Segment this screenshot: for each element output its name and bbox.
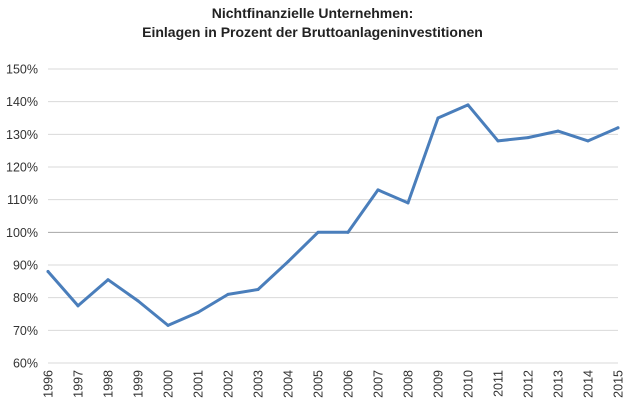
- y-tick-label: 100%: [6, 226, 38, 240]
- chart-title-line-2: Einlagen in Prozent der Bruttoanlageninv…: [142, 24, 483, 40]
- data-point: [316, 230, 320, 234]
- data-point: [136, 299, 140, 303]
- data-point: [226, 292, 230, 296]
- y-tick-label: 150%: [6, 63, 38, 77]
- data-point: [616, 126, 620, 130]
- data-point: [346, 230, 350, 234]
- chart-title-line-1: Nichtfinanzielle Unternehmen:: [211, 5, 414, 21]
- y-tick-label: 130%: [6, 128, 38, 142]
- x-tick-label: 2002: [222, 370, 236, 398]
- x-tick-label: 1996: [42, 370, 56, 398]
- y-tick-label: 60%: [13, 357, 38, 371]
- data-point: [496, 139, 500, 143]
- data-point: [526, 136, 530, 140]
- x-tick-label: 2008: [402, 370, 416, 398]
- x-tick-label: 2011: [492, 370, 506, 397]
- data-point: [256, 288, 260, 291]
- data-point: [376, 188, 380, 192]
- data-point: [406, 201, 410, 205]
- y-tick-label: 110%: [7, 193, 38, 207]
- y-tick-label: 80%: [13, 291, 38, 305]
- x-tick-label: 1999: [132, 370, 146, 398]
- x-tick-label: 2013: [552, 370, 566, 398]
- x-tick-label: 2000: [162, 370, 176, 398]
- x-tick-label: 2001: [192, 370, 206, 398]
- x-tick-label: 2005: [312, 370, 326, 398]
- data-point: [166, 323, 170, 327]
- x-tick-label: 2009: [432, 370, 446, 398]
- data-point: [76, 304, 80, 308]
- y-tick-label: 70%: [13, 324, 38, 338]
- x-tick-label: 1998: [102, 370, 116, 398]
- data-point: [46, 270, 50, 274]
- y-tick-label: 120%: [6, 161, 38, 175]
- x-tick-label: 2003: [252, 370, 266, 398]
- x-tick-label: 2015: [612, 370, 625, 398]
- chart-title: Nichtfinanzielle Unternehmen: Einlagen i…: [0, 4, 625, 42]
- x-tick-label: 2014: [582, 370, 596, 398]
- y-tick-label: 90%: [13, 259, 38, 273]
- data-point: [586, 139, 590, 143]
- x-tick-label: 2012: [522, 370, 536, 398]
- data-point: [466, 103, 470, 107]
- y-tick-label: 140%: [6, 95, 38, 109]
- x-tick-label: 1997: [72, 370, 86, 398]
- x-tick-label: 2004: [282, 370, 296, 398]
- x-tick-label: 2007: [372, 370, 386, 398]
- x-tick-label: 2006: [342, 370, 356, 398]
- series-line: [46, 103, 620, 327]
- data-point: [286, 260, 290, 264]
- data-point: [556, 129, 560, 133]
- data-point: [196, 310, 200, 314]
- x-tick-label: 2010: [462, 370, 476, 398]
- data-point: [436, 116, 440, 120]
- data-point: [106, 278, 110, 282]
